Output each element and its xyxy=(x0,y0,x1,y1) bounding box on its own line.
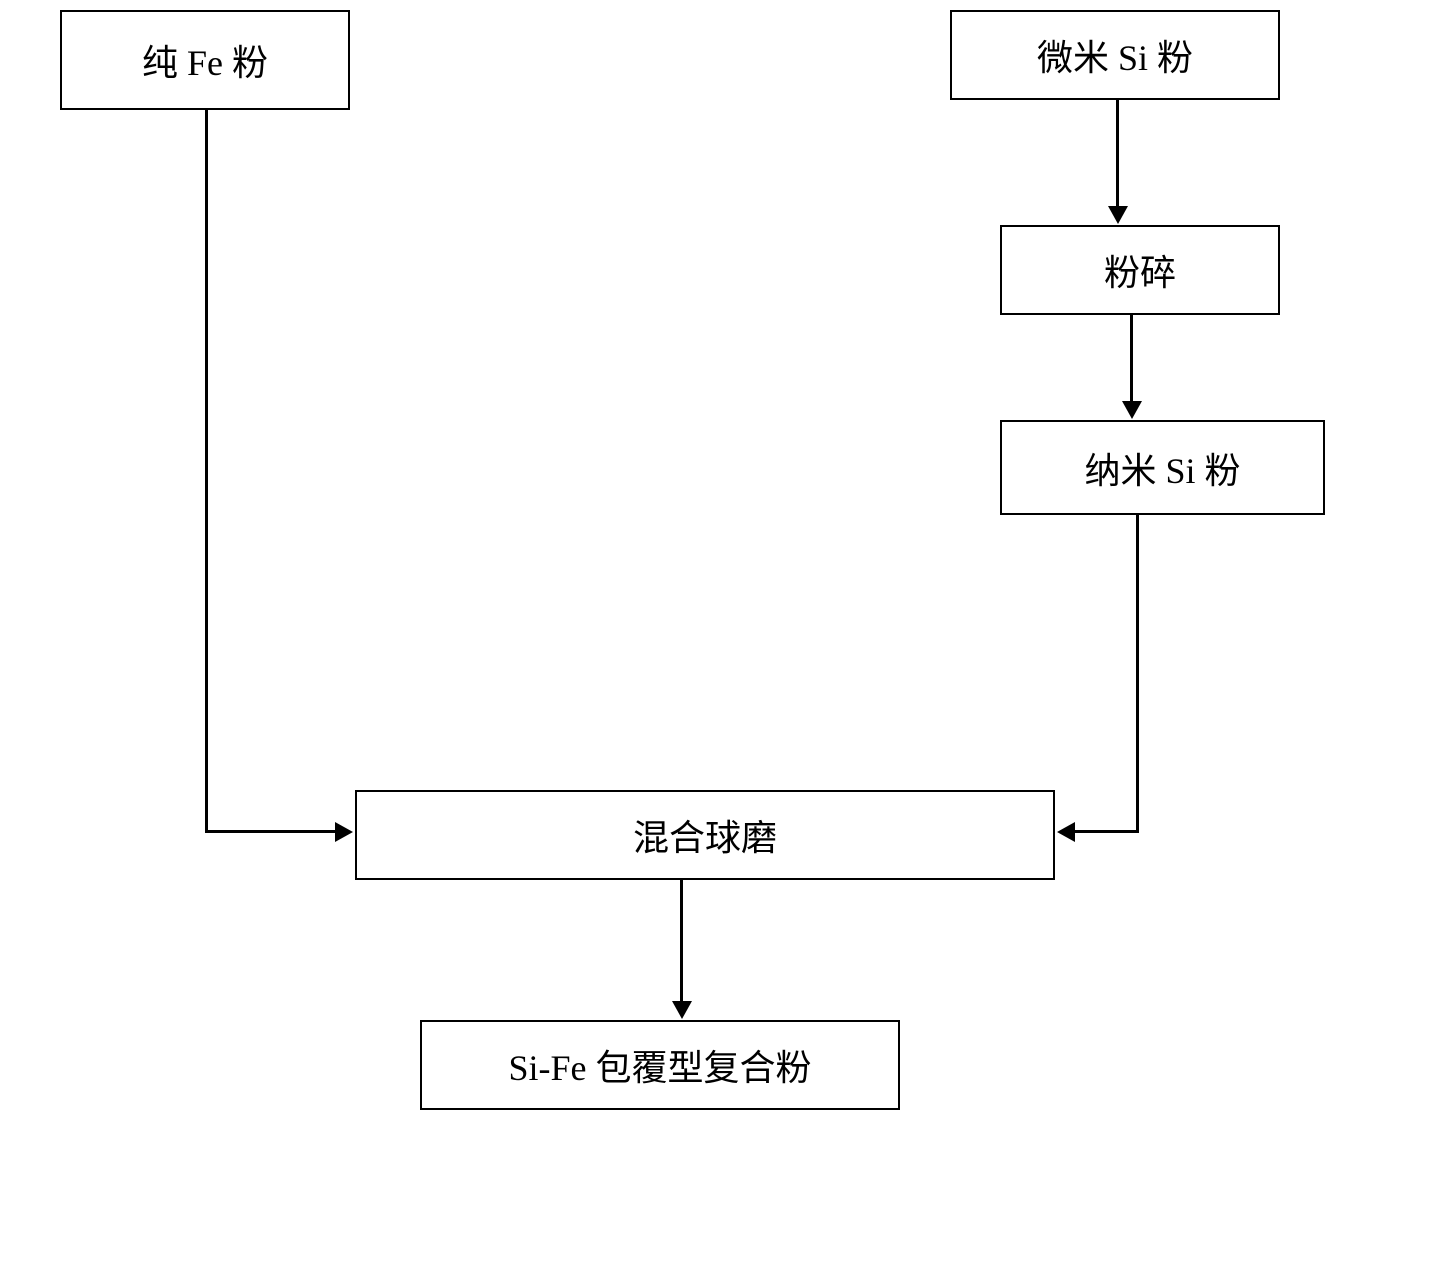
edge-nano-to-mix-arrow xyxy=(1057,822,1075,842)
node-micro-si-label: 微米 Si 粉 xyxy=(1037,29,1193,81)
edge-micro-to-crush-arrow xyxy=(1108,206,1128,224)
node-fe-powder-label: 纯 Fe 粉 xyxy=(142,34,268,86)
edge-crush-to-nano xyxy=(1130,315,1133,403)
node-mix-mill: 混合球磨 xyxy=(355,790,1055,880)
node-fe-powder: 纯 Fe 粉 xyxy=(60,10,350,110)
node-crush: 粉碎 xyxy=(1000,225,1280,315)
node-micro-si: 微米 Si 粉 xyxy=(950,10,1280,100)
edge-mix-to-composite xyxy=(680,880,683,1003)
edge-nano-to-mix-vert xyxy=(1136,515,1139,833)
edge-nano-to-mix-horiz xyxy=(1073,830,1138,833)
node-nano-si: 纳米 Si 粉 xyxy=(1000,420,1325,515)
node-crush-label: 粉碎 xyxy=(1104,244,1176,296)
node-composite: Si-Fe 包覆型复合粉 xyxy=(420,1020,900,1110)
edge-fe-to-mix-arrow xyxy=(335,822,353,842)
edge-fe-to-mix-horiz xyxy=(205,830,337,833)
edge-crush-to-nano-arrow xyxy=(1122,401,1142,419)
node-nano-si-label: 纳米 Si 粉 xyxy=(1084,442,1240,494)
edge-micro-to-crush xyxy=(1116,100,1119,208)
edge-mix-to-composite-arrow xyxy=(672,1001,692,1019)
node-composite-label: Si-Fe 包覆型复合粉 xyxy=(508,1039,811,1091)
node-mix-mill-label: 混合球磨 xyxy=(633,809,777,861)
edge-fe-to-mix-vert xyxy=(205,110,208,832)
